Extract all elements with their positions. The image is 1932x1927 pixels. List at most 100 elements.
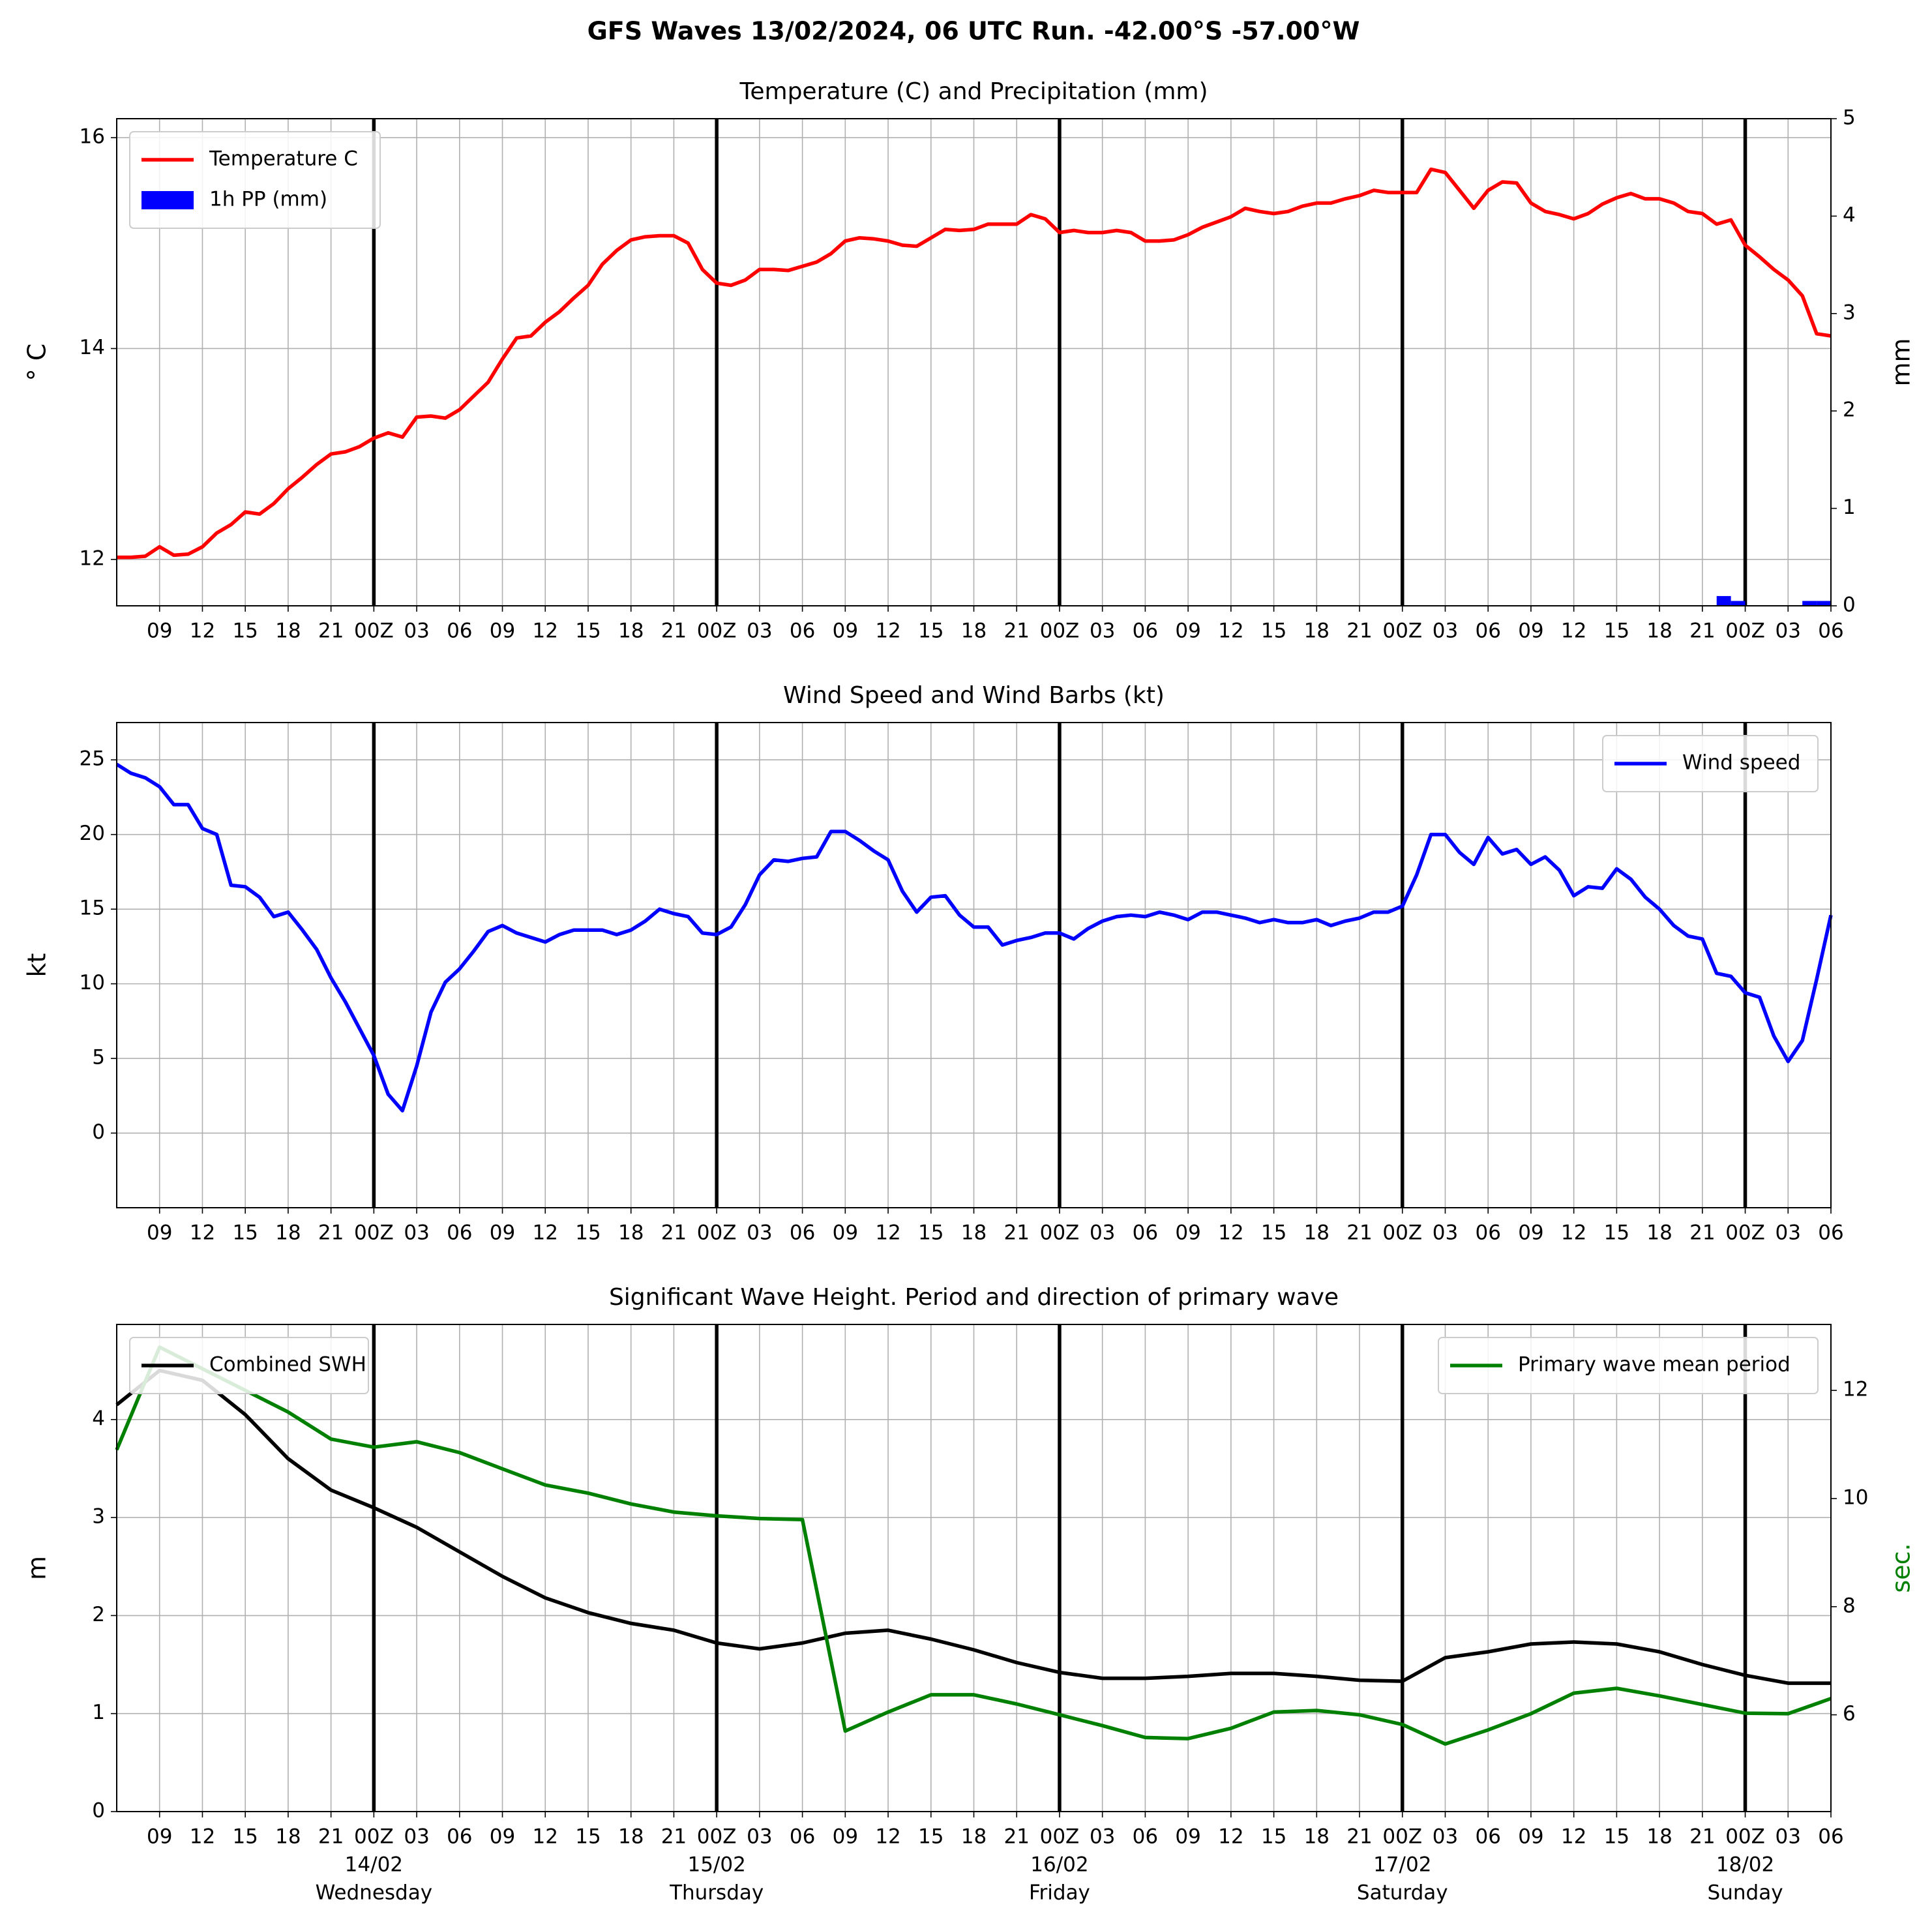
x-tick-label: 09 bbox=[1175, 1825, 1200, 1849]
x-tick-label: 00Z bbox=[1382, 1221, 1422, 1245]
y-tick-label: 14 bbox=[80, 336, 105, 359]
x-tick-label: 18 bbox=[275, 1825, 301, 1849]
figure-title: GFS Waves 13/02/2024, 06 UTC Run. -42.00… bbox=[587, 17, 1360, 46]
x-tick-label: 03 bbox=[747, 620, 772, 643]
x-tick-label: 18 bbox=[618, 620, 644, 643]
x-tick-label: 06 bbox=[1818, 1221, 1843, 1245]
bar bbox=[1731, 601, 1746, 606]
x-tick-label: 18 bbox=[1646, 1221, 1672, 1245]
x-tick-label: 09 bbox=[833, 1221, 858, 1245]
legend: Wind speed bbox=[1602, 735, 1819, 792]
x-tick-label: 21 bbox=[1689, 1825, 1715, 1849]
x-tick-label: 03 bbox=[404, 1825, 429, 1849]
panel-title: Significant Wave Height. Period and dire… bbox=[609, 1284, 1339, 1311]
x-tick-label: 00Z bbox=[1725, 1221, 1765, 1245]
legend-box bbox=[1438, 1337, 1819, 1394]
y2-axis-label: mm bbox=[1887, 338, 1916, 386]
x-tick-label: 21 bbox=[1346, 1825, 1372, 1849]
x-tick-label: 18 bbox=[275, 620, 301, 643]
x-tick-label: 06 bbox=[1133, 620, 1158, 643]
y-tick-label: 0 bbox=[92, 1799, 105, 1823]
y2-tick-label: 1 bbox=[1843, 496, 1856, 519]
x-tick-label: 00Z bbox=[354, 1221, 394, 1245]
x-tick-label: 21 bbox=[318, 1221, 344, 1245]
y-tick-label: 2 bbox=[92, 1603, 105, 1626]
x-tick-label: 03 bbox=[1776, 1221, 1801, 1245]
x-tick-label: 21 bbox=[661, 1825, 687, 1849]
y2-tick-label: 12 bbox=[1843, 1378, 1868, 1401]
x-tick-label: 15 bbox=[232, 620, 258, 643]
x-tick-label: 00Z bbox=[1040, 1221, 1080, 1245]
x-tick-label: 12 bbox=[1561, 620, 1586, 643]
y2-tick-label: 4 bbox=[1843, 203, 1856, 227]
y-tick-label: 12 bbox=[80, 546, 105, 570]
x-tick-label: 00Z bbox=[354, 1825, 394, 1849]
x-tick-label: 06 bbox=[790, 620, 815, 643]
legend: Primary wave mean period bbox=[1438, 1337, 1819, 1394]
x-tick-label: 03 bbox=[747, 1221, 772, 1245]
day-label: Friday bbox=[1029, 1881, 1090, 1905]
y-tick-label: 25 bbox=[80, 747, 105, 771]
x-tick-label: 21 bbox=[661, 620, 687, 643]
x-tick-label: 21 bbox=[1689, 620, 1715, 643]
y2-tick-label: 2 bbox=[1843, 398, 1856, 422]
x-tick-label: 09 bbox=[1175, 1221, 1200, 1245]
x-tick-label: 00Z bbox=[1382, 620, 1422, 643]
bar bbox=[1802, 601, 1817, 606]
legend-label: 1h PP (mm) bbox=[209, 188, 327, 211]
y-tick-label: 10 bbox=[80, 971, 105, 994]
x-tick-label: 12 bbox=[190, 1825, 215, 1849]
date-label: 17/02 bbox=[1373, 1853, 1431, 1877]
x-tick-label: 18 bbox=[961, 1825, 987, 1849]
x-tick-label: 21 bbox=[318, 620, 344, 643]
x-tick-label: 06 bbox=[1818, 1825, 1843, 1849]
x-tick-label: 09 bbox=[147, 620, 172, 643]
line-series bbox=[115, 1345, 1832, 1746]
x-tick-label: 12 bbox=[875, 620, 900, 643]
legend-label: Wind speed bbox=[1682, 751, 1800, 775]
x-tick-label: 09 bbox=[1518, 620, 1543, 643]
y-tick-label: 20 bbox=[80, 822, 105, 845]
x-tick-label: 12 bbox=[1218, 620, 1243, 643]
x-tick-label: 18 bbox=[961, 1221, 987, 1245]
x-tick-label: 06 bbox=[1475, 620, 1500, 643]
x-tick-label: 12 bbox=[533, 1221, 558, 1245]
x-tick-label: 15 bbox=[1261, 620, 1286, 643]
x-tick-label: 15 bbox=[918, 620, 944, 643]
x-tick-label: 06 bbox=[447, 1221, 472, 1245]
x-tick-label: 00Z bbox=[697, 1221, 737, 1245]
x-tick-label: 06 bbox=[790, 1221, 815, 1245]
x-tick-label: 09 bbox=[490, 1221, 515, 1245]
x-tick-label: 21 bbox=[1346, 620, 1372, 643]
x-tick-label: 18 bbox=[618, 1825, 644, 1849]
x-tick-label: 15 bbox=[232, 1221, 258, 1245]
x-tick-label: 09 bbox=[1518, 1825, 1543, 1849]
legend-box bbox=[129, 1337, 369, 1394]
day-label: Sunday bbox=[1708, 1881, 1783, 1905]
x-tick-label: 06 bbox=[447, 620, 472, 643]
y-tick-label: 16 bbox=[80, 125, 105, 149]
x-tick-label: 06 bbox=[1818, 620, 1843, 643]
x-tick-label: 15 bbox=[1261, 1221, 1286, 1245]
y2-tick-label: 5 bbox=[1843, 106, 1856, 130]
y-axis-label: ° C bbox=[23, 344, 52, 381]
x-tick-label: 21 bbox=[1003, 620, 1029, 643]
x-tick-label: 21 bbox=[1689, 1221, 1715, 1245]
legend-swatch bbox=[141, 191, 194, 209]
date-label: 18/02 bbox=[1716, 1853, 1774, 1877]
x-tick-label: 09 bbox=[147, 1825, 172, 1849]
x-tick-label: 06 bbox=[790, 1825, 815, 1849]
x-tick-label: 15 bbox=[232, 1825, 258, 1849]
x-tick-label: 03 bbox=[1433, 1825, 1458, 1849]
x-tick-label: 18 bbox=[1304, 620, 1330, 643]
x-tick-label: 21 bbox=[1003, 1221, 1029, 1245]
y-tick-label: 1 bbox=[92, 1701, 105, 1724]
x-tick-label: 12 bbox=[1218, 1825, 1243, 1849]
x-tick-label: 15 bbox=[1604, 620, 1629, 643]
x-tick-label: 09 bbox=[1175, 620, 1200, 643]
y-tick-label: 0 bbox=[92, 1120, 105, 1144]
x-tick-label: 00Z bbox=[697, 1825, 737, 1849]
x-tick-label: 06 bbox=[1133, 1825, 1158, 1849]
x-tick-label: 21 bbox=[1346, 1221, 1372, 1245]
x-tick-label: 03 bbox=[1776, 620, 1801, 643]
